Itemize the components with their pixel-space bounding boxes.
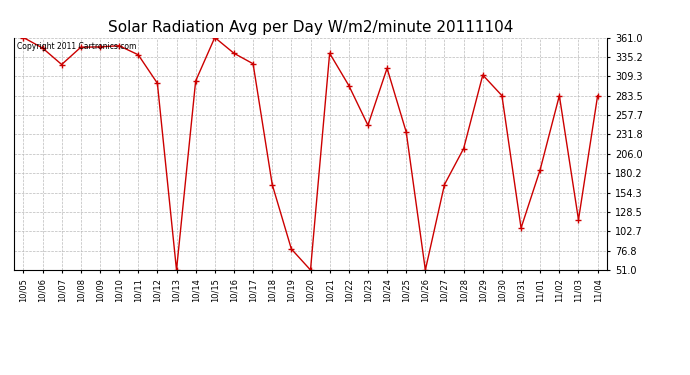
Text: Copyright 2011 Cartronics.com: Copyright 2011 Cartronics.com	[17, 42, 136, 51]
Title: Solar Radiation Avg per Day W/m2/minute 20111104: Solar Radiation Avg per Day W/m2/minute …	[108, 20, 513, 35]
